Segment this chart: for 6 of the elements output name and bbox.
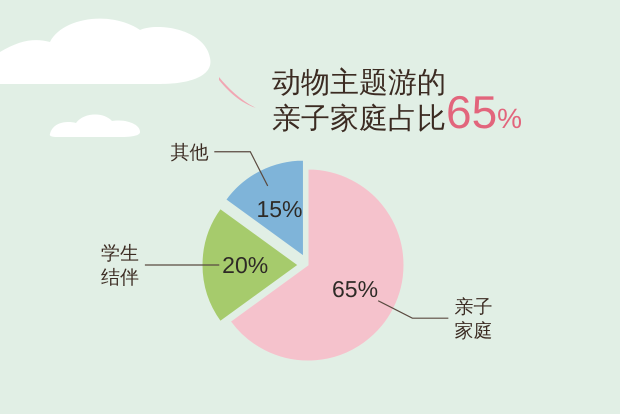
slice-label: 学生结伴 [100, 244, 139, 289]
slice-label: 亲子家庭 [454, 296, 492, 342]
data-label: 65% [332, 276, 378, 302]
slice-label: 其他 [170, 142, 208, 164]
data-label: 20% [222, 252, 268, 278]
data-label: 15% [256, 196, 303, 222]
